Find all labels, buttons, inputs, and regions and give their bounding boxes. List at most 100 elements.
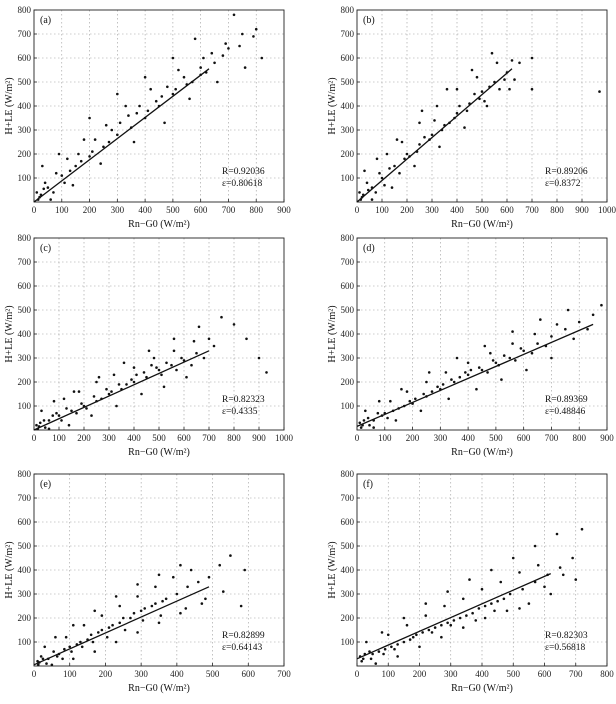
stat-label: ε=0.80618 (222, 179, 262, 189)
x-tick-label: 0 (355, 669, 360, 679)
x-tick-label: 1000 (275, 433, 294, 443)
data-point (393, 647, 396, 651)
data-point (463, 126, 466, 129)
data-point (385, 152, 389, 156)
data-point (493, 609, 496, 613)
x-tick-label: 600 (538, 669, 552, 679)
data-point (405, 623, 409, 627)
y-tick-label: 200 (341, 377, 355, 387)
x-tick-label: 900 (575, 205, 589, 215)
panel-label: (b) (363, 15, 375, 26)
y-tick-label: 300 (18, 589, 32, 599)
data-point (366, 416, 370, 420)
data-point (202, 356, 206, 360)
data-point (598, 90, 601, 93)
data-point (149, 87, 152, 91)
data-point (505, 609, 509, 613)
x-tick-label: 400 (475, 669, 489, 679)
data-point (89, 633, 93, 637)
data-point (55, 655, 59, 658)
data-point (91, 150, 94, 153)
data-point (93, 138, 97, 141)
y-axis-label: H+LE (W/m²) (327, 305, 338, 362)
data-point (508, 87, 511, 91)
data-point (162, 385, 166, 389)
y-tick-label: 100 (18, 173, 32, 183)
data-point (413, 164, 416, 168)
data-point (91, 640, 95, 644)
data-point (415, 633, 418, 637)
x-tick-label: 100 (382, 669, 396, 679)
data-point (195, 351, 198, 355)
data-point (132, 140, 136, 144)
y-axis-label: H+LE (W/m²) (327, 541, 338, 598)
data-point (95, 380, 98, 384)
data-point (122, 361, 126, 365)
data-point (490, 568, 493, 572)
data-point (566, 308, 570, 312)
data-point (494, 361, 498, 365)
data-point (155, 366, 158, 369)
data-point (430, 631, 434, 634)
panel-2: 0 100 200 300 400 500 600 700 800 900 1000 100 200 30… (327, 5, 616, 230)
panel-label: (d) (363, 243, 375, 254)
x-tick-label: 0 (355, 205, 360, 215)
data-point (449, 623, 453, 627)
panel-label: (f) (363, 479, 373, 490)
data-point (458, 616, 462, 620)
data-point (192, 339, 196, 343)
x-tick-label: 800 (249, 205, 263, 215)
data-point (383, 647, 387, 651)
data-point (207, 337, 211, 341)
data-point (402, 640, 406, 644)
x-tick-label: 100 (63, 669, 77, 679)
y-axis-label: H+LE (W/m²) (4, 541, 15, 598)
data-point (80, 645, 84, 649)
data-point (35, 423, 38, 427)
data-point (400, 140, 404, 144)
data-point (175, 592, 179, 596)
stat-label: R=0.82323 (222, 395, 265, 405)
fit-line (33, 68, 210, 203)
y-tick-label: 800 (18, 5, 32, 15)
data-point (43, 181, 47, 185)
y-tick-label: 600 (18, 281, 32, 291)
y-tick-label: 100 (18, 401, 32, 411)
data-point (425, 380, 428, 384)
x-tick-label: 900 (277, 205, 291, 215)
data-point (414, 397, 417, 401)
x-tick-label: 200 (77, 433, 91, 443)
y-tick-label: 600 (341, 53, 355, 63)
data-point (539, 318, 542, 321)
data-point (371, 652, 374, 656)
data-point (62, 397, 66, 401)
data-point (114, 640, 118, 644)
data-point (418, 143, 421, 146)
data-point (420, 109, 424, 113)
data-point (154, 602, 157, 605)
data-point (502, 354, 506, 357)
data-point (171, 92, 175, 96)
data-point (163, 121, 166, 125)
data-point (232, 323, 236, 326)
data-point (170, 363, 173, 367)
data-point (480, 90, 484, 93)
x-tick-label: 900 (252, 433, 266, 443)
x-tick-label: 700 (545, 433, 559, 443)
data-point (396, 655, 399, 658)
y-tick-label: 300 (18, 353, 32, 363)
data-point (468, 578, 471, 581)
data-point (157, 368, 161, 372)
data-point (438, 145, 441, 149)
y-tick-label: 200 (341, 149, 355, 159)
x-tick-label: 600 (242, 669, 256, 679)
data-point (378, 171, 381, 175)
x-tick-label: 300 (425, 205, 439, 215)
data-point (485, 104, 489, 108)
x-tick-label: 300 (111, 205, 125, 215)
data-point (185, 375, 188, 379)
data-point (365, 181, 369, 185)
data-point (510, 59, 514, 62)
data-point (202, 56, 205, 60)
data-point (390, 186, 394, 189)
